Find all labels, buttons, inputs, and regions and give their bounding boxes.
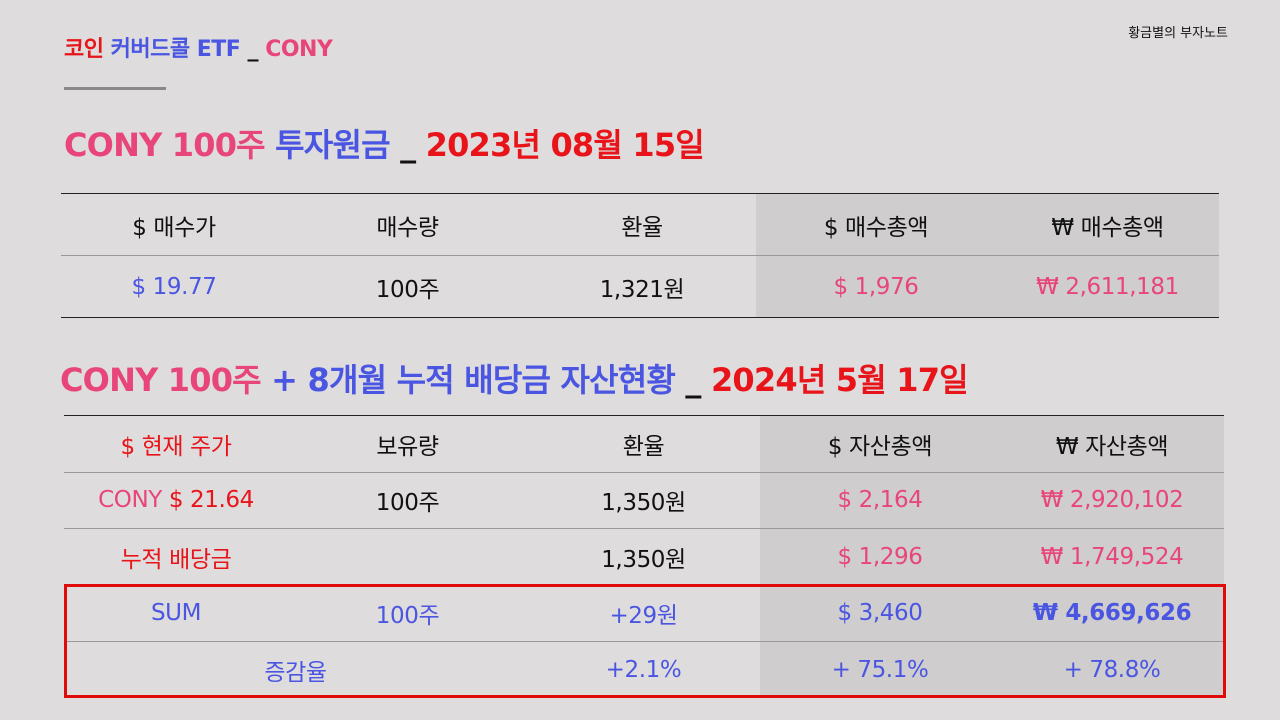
sum-krw-cell: ₩ 4,669,626 <box>1000 585 1224 642</box>
buy-qty-cell: 100주 <box>375 276 440 303</box>
table-row: $ 19.77 100주 1,321원 $ 1,976 ₩ 2,611,181 <box>61 255 1219 318</box>
change-usd-cell: + 75.1% <box>760 641 1000 698</box>
table-row: CONY $ 21.64 100주 1,350원 $ 2,164 ₩ 2,920… <box>64 472 1224 529</box>
header-cell: $ 현재 주가 <box>64 415 288 473</box>
krw-total-cell: ₩ 1,749,524 <box>1000 528 1224 586</box>
table-header-row: $ 매수가 매수량 환율 $ 매수총액 ₩ 매수총액 <box>61 193 1219 256</box>
sum-usd-cell: $ 3,460 <box>760 585 1000 642</box>
hold-qty-cell <box>288 528 527 586</box>
header-title-etf: 커버드콜 ETF <box>110 37 241 62</box>
header-cell: 매수량 <box>287 193 528 256</box>
section2-title: CONY 100주 + 8개월 누적 배당금 자산현황 _ 2024년 5월 1… <box>60 355 969 401</box>
header-cell: 환율 <box>528 193 756 256</box>
change-krw-cell: + 78.8% <box>1000 641 1224 698</box>
header-title-ticker: CONY <box>265 37 333 62</box>
section1-title-date: 2023년 08월 15일 <box>425 126 705 164</box>
table-row: 증감율 +2.1% + 75.1% + 78.8% <box>64 641 1224 698</box>
header-divider <box>64 87 166 90</box>
section2-title-plus: + 8개월 누적 배당금 자산현황 <box>271 361 676 399</box>
brand-label: 황금별의 부자노트 <box>1128 26 1228 41</box>
usd-total-cell: $ 2,164 <box>760 472 1000 529</box>
section2-title-sep: _ <box>685 361 701 399</box>
section1-title-sep: _ <box>400 126 416 164</box>
header-cell: 환율 <box>527 415 760 473</box>
current-price-value: $ 21.64 <box>168 487 254 514</box>
table-row: 누적 배당금 1,350원 $ 1,296 ₩ 1,749,524 <box>64 528 1224 586</box>
sum-label-cell: SUM <box>64 585 288 642</box>
header-cell: $ 자산총액 <box>760 415 1000 473</box>
header-cell: ₩ 자산총액 <box>1000 415 1224 473</box>
section1-title-ticker: CONY 100주 <box>64 126 266 164</box>
table-row: SUM 100주 +29원 $ 3,460 ₩ 4,669,626 <box>64 585 1224 642</box>
current-price-cell: CONY $ 21.64 <box>64 472 288 529</box>
exchange-rate-cell: 1,350원 <box>527 472 760 529</box>
hold-qty-cell: 100주 <box>288 472 527 529</box>
purchase-table: $ 매수가 매수량 환율 $ 매수총액 ₩ 매수총액 $ 19.77 100주 … <box>61 193 1219 318</box>
usd-total-cell: $ 1,296 <box>760 528 1000 586</box>
current-price-ticker: CONY <box>98 487 162 514</box>
section2-title-date: 2024년 5월 17일 <box>710 361 969 399</box>
header-cell: 보유량 <box>288 415 527 473</box>
change-label-cell: 증감율 <box>264 660 327 686</box>
header-cell: $ 매수총액 <box>756 193 996 256</box>
buy-price-cell: $ 19.77 <box>131 273 217 300</box>
krw-total-cell: ₩ 2,611,181 <box>996 255 1219 318</box>
exchange-rate-cell: 1,321원 <box>599 276 685 303</box>
section1-title-principal: 투자원금 <box>275 126 390 164</box>
dividend-label-cell: 누적 배당금 <box>64 528 288 586</box>
header-title: 코인 커버드콜 ETF _ CONY <box>64 31 333 63</box>
asset-table: $ 현재 주가 보유량 환율 $ 자산총액 ₩ 자산총액 CONY $ 21.6… <box>64 415 1224 698</box>
table-header-row: $ 현재 주가 보유량 환율 $ 자산총액 ₩ 자산총액 <box>64 415 1224 473</box>
header-cell: ₩ 매수총액 <box>996 193 1219 256</box>
usd-total-cell: $ 1,976 <box>756 255 996 318</box>
header-title-sep: _ <box>247 37 259 62</box>
change-rate-cell: +2.1% <box>605 657 682 683</box>
section2-title-ticker: CONY 100주 <box>60 361 262 399</box>
section1-title: CONY 100주 투자원금 _ 2023년 08월 15일 <box>64 120 705 166</box>
sum-qty-cell: 100주 <box>288 585 527 642</box>
sum-rate-cell: +29원 <box>527 585 760 642</box>
header-cell: $ 매수가 <box>61 193 287 256</box>
exchange-rate-cell: 1,350원 <box>527 528 760 586</box>
header-title-coin: 코인 <box>64 37 104 62</box>
krw-total-cell: ₩ 2,920,102 <box>1000 472 1224 529</box>
